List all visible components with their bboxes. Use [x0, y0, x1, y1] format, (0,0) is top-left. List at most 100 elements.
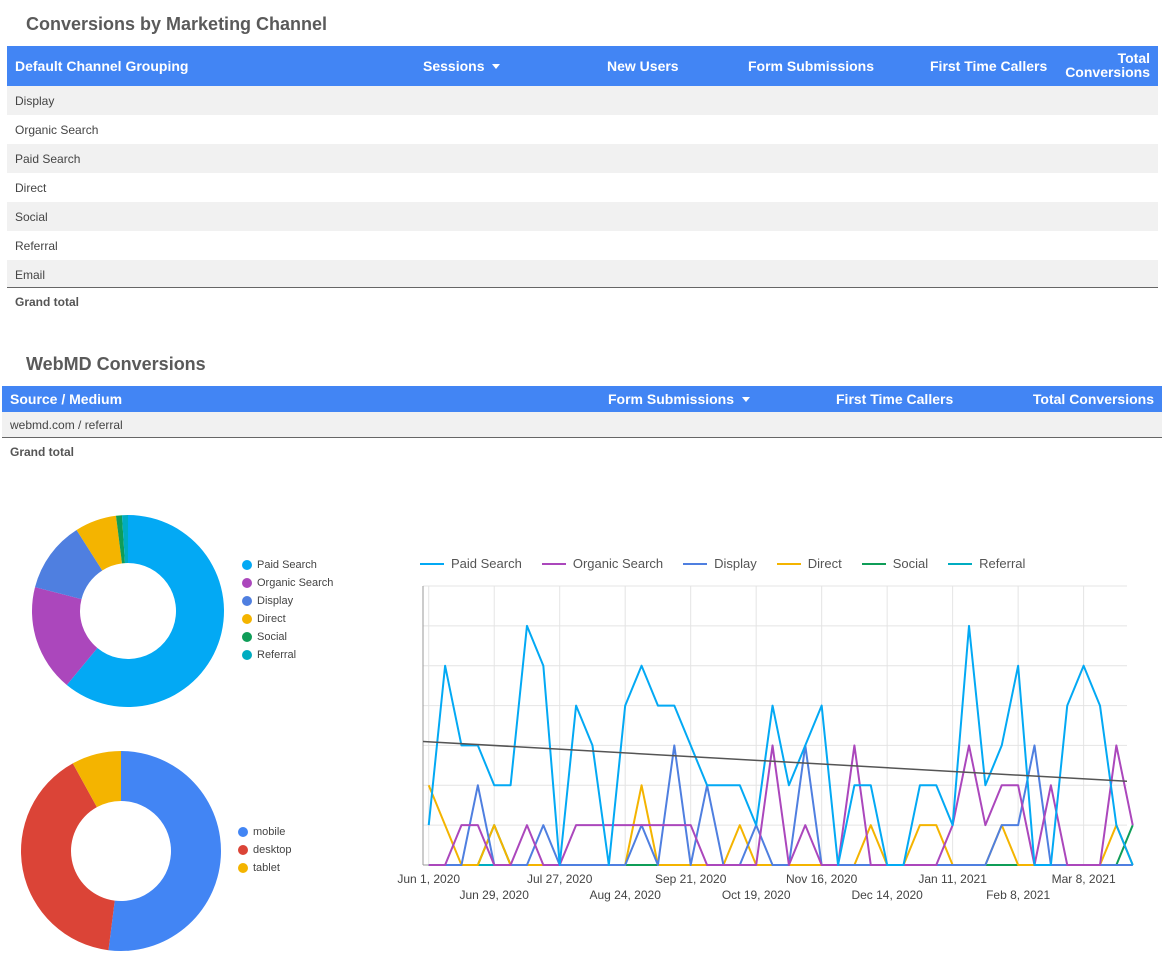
x-tick-label: Feb 8, 2021 [986, 888, 1050, 902]
donut-slice-display[interactable] [35, 529, 103, 600]
legend-swatch-icon [541, 562, 566, 565]
legend-label: Referral [257, 649, 297, 661]
legend-item[interactable]: desktop [238, 841, 292, 859]
legend-swatch-icon [420, 562, 444, 565]
col-sessions-label: Sessions [423, 58, 485, 74]
legend-label: Direct [807, 556, 842, 571]
table-row[interactable]: Display [7, 86, 1158, 115]
x-tick-label: Sep 21, 2020 [655, 872, 727, 886]
legend-label: desktop [253, 844, 292, 856]
col-total-conversions[interactable]: Total Conversions [1065, 51, 1150, 79]
legend-item[interactable]: Organic Search [242, 574, 333, 592]
legend-item[interactable]: mobile [238, 823, 292, 841]
row-label: webmd.com / referral [10, 418, 123, 432]
col-sessions[interactable]: Sessions [423, 58, 501, 74]
webmd-table: Source / Medium Form Submissions First T… [2, 386, 1162, 466]
legend-item[interactable]: tablet [238, 859, 292, 877]
legend-dot-icon [242, 650, 252, 660]
legend-swatch-icon [861, 562, 886, 565]
legend-item[interactable]: Display [683, 556, 757, 571]
table-row[interactable]: Social [7, 202, 1158, 231]
donut-slice-referral[interactable] [121, 515, 128, 564]
donut-slice-direct[interactable] [76, 515, 122, 571]
col-total-line1: Total [1117, 50, 1150, 66]
table-row[interactable]: Referral [7, 231, 1158, 260]
x-tick-label: Dec 14, 2020 [851, 888, 923, 902]
col-new-users[interactable]: New Users [607, 58, 679, 74]
legend-dot-icon [238, 827, 248, 837]
col-channel-grouping[interactable]: Default Channel Grouping [15, 58, 189, 74]
legend-item[interactable]: Social [861, 556, 929, 571]
donut-slice-paid-search[interactable] [66, 515, 224, 707]
donut-slice-organic-search[interactable] [32, 587, 98, 685]
col-total-conversions[interactable]: Total Conversions [1032, 391, 1154, 407]
device-donut-chart[interactable] [16, 746, 226, 956]
channel-donut-legend: Paid Search Organic Search Display Direc… [242, 556, 333, 664]
legend-label: Social [257, 631, 287, 643]
legend-swatch-icon [683, 562, 708, 565]
col-first-time-callers[interactable]: First Time Callers [836, 391, 954, 407]
col-total-line2: Conversions [1065, 64, 1150, 80]
legend-label: Organic Search [257, 577, 334, 589]
legend-dot-icon [242, 578, 252, 588]
sort-desc-icon [492, 63, 501, 69]
x-tick-label: Oct 19, 2020 [722, 888, 791, 902]
table2-title: WebMD Conversions [26, 354, 206, 374]
legend-item[interactable]: Referral [242, 646, 333, 664]
legend-dot-icon [238, 845, 248, 855]
device-donut-legend: mobile desktop tablet [238, 823, 292, 877]
col-form-submissions[interactable]: Form Submissions [608, 391, 751, 407]
row-label: Referral [15, 239, 58, 253]
table1-title: Conversions by Marketing Channel [26, 14, 328, 34]
col-form-submissions-label: Form Submissions [608, 391, 735, 407]
legend-label: Paid Search [451, 556, 522, 571]
x-tick-label: Jan 11, 2021 [918, 872, 987, 886]
legend-label: Paid Search [257, 559, 317, 571]
col-form-submissions[interactable]: Form Submissions [748, 58, 875, 74]
legend-label: tablet [253, 862, 280, 874]
legend-dot-icon [242, 614, 252, 624]
table-row[interactable]: Paid Search [7, 144, 1158, 173]
row-label: Email [15, 268, 46, 282]
legend-label: Social [892, 556, 929, 571]
line-chart-legend: Paid Search Organic Search Display Direc… [420, 556, 1045, 571]
legend-item[interactable]: Organic Search [541, 556, 663, 571]
x-tick-label: Jun 1, 2020 [397, 872, 460, 886]
row-label: Social [15, 210, 48, 224]
legend-dot-icon [242, 596, 252, 606]
donut-slice-social[interactable] [115, 515, 125, 564]
row-label: Display [15, 94, 55, 108]
legend-item[interactable]: Paid Search [420, 556, 522, 571]
grand-total-row: Grand total [7, 287, 1158, 316]
series-line-display[interactable] [428, 744, 1133, 866]
table-row[interactable]: Email [7, 260, 1158, 287]
donut-slice-tablet[interactable] [72, 751, 121, 808]
legend-label: Display [714, 556, 757, 571]
col-source-medium[interactable]: Source / Medium [10, 391, 123, 407]
col-first-time-callers[interactable]: First Time Callers [930, 58, 1048, 74]
trend-line [422, 740, 1128, 783]
grand-total-row: Grand total [2, 437, 1162, 466]
legend-dot-icon [242, 560, 252, 570]
x-tick-label: Mar 8, 2021 [1052, 872, 1116, 886]
legend-label: Direct [257, 613, 286, 625]
legend-item[interactable]: Direct [776, 556, 842, 571]
webmd-table-header: Source / Medium Form Submissions First T… [2, 386, 1162, 412]
legend-item[interactable]: Social [242, 628, 333, 646]
table-row[interactable]: Organic Search [7, 115, 1158, 144]
legend-item[interactable]: Display [242, 592, 333, 610]
donut-slice-desktop[interactable] [20, 763, 115, 951]
legend-dot-icon [242, 632, 252, 642]
legend-item[interactable]: Paid Search [242, 556, 333, 574]
table-row[interactable]: webmd.com / referral [2, 412, 1162, 437]
series-line-paid-search[interactable] [427, 624, 1134, 866]
series-line-organic-search[interactable] [428, 744, 1134, 866]
channel-donut-chart[interactable] [28, 510, 228, 710]
row-label: Organic Search [15, 123, 99, 137]
table-row[interactable]: Direct [7, 173, 1158, 202]
donut-slice-mobile[interactable] [108, 751, 221, 951]
legend-item[interactable]: Referral [948, 556, 1025, 571]
legend-item[interactable]: Direct [242, 610, 333, 628]
grand-total-label: Grand total [15, 295, 80, 309]
